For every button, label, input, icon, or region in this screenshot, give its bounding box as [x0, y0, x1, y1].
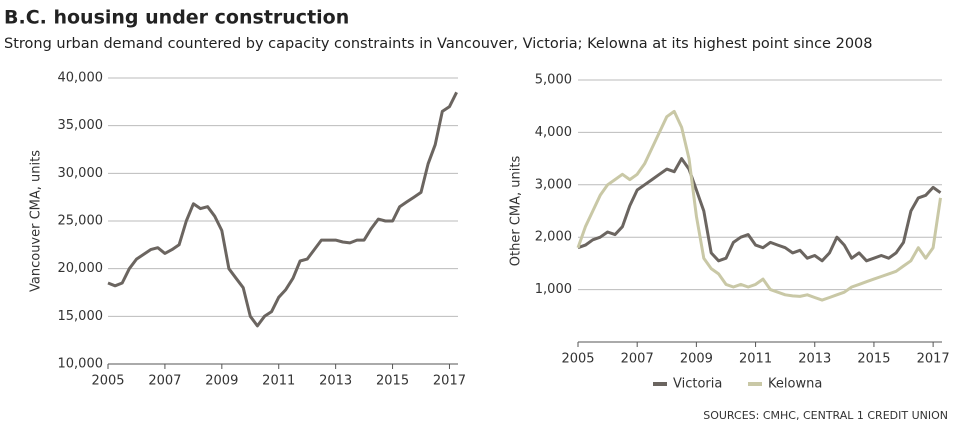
title: B.C. housing under construction — [4, 7, 349, 29]
x-tick-label: 2011 — [262, 374, 295, 389]
x-tick-label: 2009 — [205, 374, 238, 389]
x-tick-label: 2017 — [917, 352, 950, 367]
y-tick-label: 20,000 — [58, 261, 104, 276]
source: SOURCES: CMHC, CENTRAL 1 CREDIT UNION — [703, 409, 948, 422]
line-series — [576, 109, 942, 302]
x-tick-label: 2013 — [798, 352, 831, 367]
x-tick-label: 2015 — [857, 352, 890, 367]
x-tick-label: 2017 — [433, 374, 466, 389]
legend-label: Victoria — [673, 377, 722, 392]
x-tick-label: 2013 — [319, 374, 352, 389]
y-tick-label: 15,000 — [58, 309, 104, 324]
subtitle: Strong urban demand countered by capacit… — [4, 36, 873, 52]
line-series — [107, 91, 458, 328]
x-tick-label: 2009 — [680, 352, 713, 367]
y-tick-label: 5,000 — [535, 73, 572, 88]
x-tick-label: 2007 — [148, 374, 181, 389]
y-axis-label: Other CMA, units — [509, 156, 524, 267]
y-tick-label: 30,000 — [58, 166, 104, 181]
x-tick-label: 2005 — [561, 352, 594, 367]
legend-label: Kelowna — [768, 377, 822, 392]
y-tick-label: 4,000 — [535, 125, 572, 140]
y-tick-label: 35,000 — [58, 118, 104, 133]
x-tick-label: 2015 — [376, 374, 409, 389]
y-tick-label: 2,000 — [535, 230, 572, 245]
y-tick-label: 3,000 — [535, 177, 572, 192]
y-tick-label: 40,000 — [58, 71, 104, 86]
y-tick-label: 1,000 — [535, 282, 572, 297]
y-tick-label: 10,000 — [58, 357, 104, 372]
y-axis-label: Vancouver CMA, units — [29, 150, 44, 292]
x-tick-label: 2007 — [621, 352, 654, 367]
x-tick-label: 2011 — [739, 352, 772, 367]
y-tick-label: 25,000 — [58, 214, 104, 229]
line-series — [577, 157, 942, 263]
x-tick-label: 2005 — [91, 374, 124, 389]
